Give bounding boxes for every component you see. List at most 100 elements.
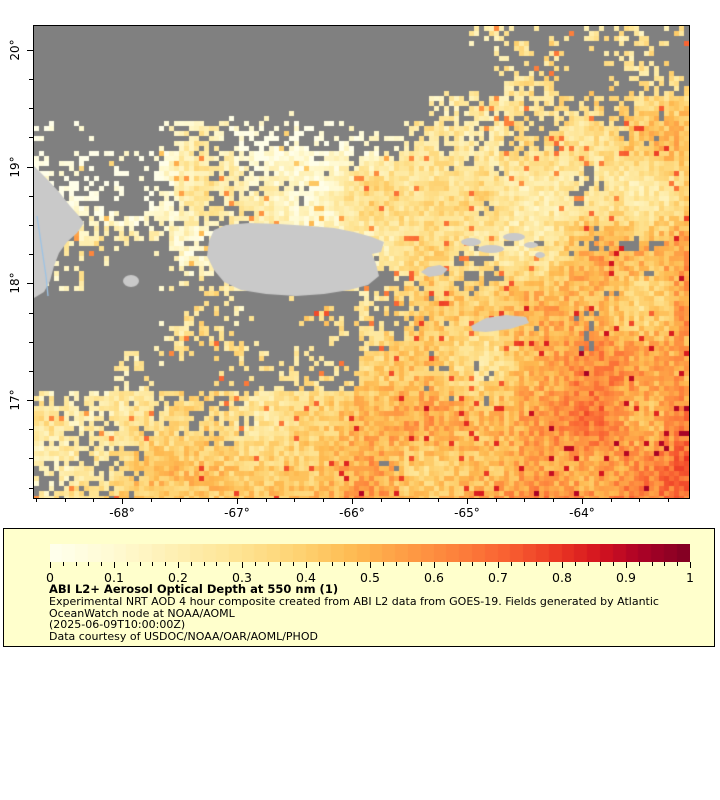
y-axis-tick — [29, 341, 33, 343]
colorbar-tick — [677, 562, 679, 566]
x-axis-tick — [35, 498, 37, 502]
colorbar-tick — [434, 562, 435, 568]
y-axis-tick — [29, 458, 33, 460]
colorbar-tick — [370, 562, 371, 568]
colorbar-tick — [190, 562, 192, 566]
colorbar-tick — [446, 562, 448, 566]
x-axis-tick — [323, 498, 325, 502]
y-axis-tick — [29, 429, 33, 431]
legend-panel: 0 0.1 0.2 0.3 0.4 0.5 0.6 0.7 0.8 0.9 1 ABI L2+ Ae… — [3, 528, 715, 647]
colorbar-tick — [459, 562, 461, 566]
colorbar-tick-label: 0.7 — [488, 570, 508, 585]
colorbar-tick — [574, 562, 576, 566]
colorbar-tick — [75, 562, 77, 566]
colorbar-tick-label: 0.9 — [616, 570, 636, 585]
colorbar-tick-label: 0 — [46, 570, 54, 585]
colorbar-tick — [664, 562, 666, 566]
colorbar-tick — [472, 562, 474, 566]
colorbar-tick — [408, 562, 410, 566]
colorbar-tick — [638, 562, 640, 566]
map-panel — [33, 25, 690, 499]
x-axis-tick — [236, 498, 238, 504]
colorbar-tick — [229, 562, 231, 566]
colorbar-tick — [88, 562, 90, 566]
colorbar-tick-label: 1 — [686, 570, 694, 585]
colorbar-tick — [690, 562, 691, 568]
colorbar-tick — [101, 562, 103, 566]
colorbar-tick — [216, 562, 218, 566]
colorbar-tick — [498, 562, 499, 568]
x-axis-tick-label: -64° — [569, 506, 595, 520]
y-axis-tick — [29, 225, 33, 226]
legend-line-1: Experimental NRT AOD 4 hour composite cr… — [49, 594, 659, 608]
colorbar-tick-label: 0.6 — [424, 570, 444, 585]
y-axis-tick — [27, 283, 33, 285]
y-axis-tick — [29, 312, 33, 314]
colorbar-tick-label: 0.2 — [168, 570, 188, 585]
y-axis-tick — [27, 400, 33, 402]
colorbar-tick — [626, 562, 627, 568]
colorbar-tick — [50, 562, 51, 568]
colorbar-tick — [421, 562, 423, 566]
legend-courtesy: Data courtesy of USDOC/NOAA/OAR/AOML/PHO… — [49, 630, 318, 644]
colorbar-tick — [114, 562, 115, 568]
legend-line-2: OceanWatch node at NOAA/AOML — [49, 606, 235, 620]
x-axis-tick — [93, 498, 95, 502]
colorbar-tick — [318, 562, 320, 566]
y-axis-tick-label: 17° — [8, 389, 22, 411]
y-axis-tick — [27, 166, 33, 168]
x-axis-tick — [294, 498, 296, 502]
y-axis-tick — [29, 137, 33, 139]
x-axis-tick — [265, 498, 267, 502]
legend-title: ABI L2+ Aerosol Optical Depth at 550 nm … — [49, 582, 339, 596]
x-axis-tick-label: -68° — [109, 506, 135, 520]
x-axis-tick — [495, 498, 497, 502]
colorbar-tick — [587, 562, 589, 566]
colorbar-tick — [293, 562, 295, 566]
colorbar-tick — [203, 562, 205, 566]
y-axis-tick — [27, 49, 33, 51]
x-axis-tick-label: -67° — [224, 506, 250, 520]
colorbar-tick — [242, 562, 243, 568]
colorbar-tick — [267, 562, 269, 566]
colorbar-tick-label: 0.1 — [104, 570, 124, 585]
colorbar-tick — [651, 562, 653, 566]
colorbar-tick — [344, 562, 346, 566]
x-axis-tick — [351, 498, 353, 504]
x-axis-tick — [179, 498, 181, 502]
x-axis-tick — [581, 498, 583, 504]
colorbar-tick — [254, 562, 256, 566]
x-axis-tick — [610, 498, 612, 502]
x-axis-tick — [639, 498, 641, 502]
x-axis-tick — [553, 498, 555, 502]
y-axis-tick — [29, 254, 33, 256]
x-axis-tick — [64, 498, 66, 502]
colorbar-tick — [600, 562, 602, 566]
x-axis-tick — [668, 498, 670, 502]
x-axis-tick — [380, 498, 382, 502]
colorbar-tick — [331, 562, 333, 566]
x-axis-tick — [409, 498, 411, 502]
colorbar-tick — [62, 562, 64, 566]
x-axis-tick — [122, 498, 123, 504]
colorbar-tick — [382, 562, 384, 566]
colorbar-tick — [523, 562, 525, 566]
colorbar-tick — [549, 562, 551, 566]
colorbar-tick-label: 0.3 — [232, 570, 252, 585]
y-axis-tick-label: 20° — [8, 39, 22, 61]
x-axis-tick — [150, 498, 152, 502]
colorbar-tick — [613, 562, 615, 566]
legend-timestamp: (2025-06-09T10:00:00Z) — [49, 618, 186, 632]
y-axis-tick-label: 19° — [8, 156, 22, 178]
colorbar-tick — [178, 562, 179, 568]
colorbar-tick — [306, 562, 307, 568]
colorbar-tick — [152, 562, 154, 566]
x-axis-tick — [466, 498, 468, 504]
y-axis-tick — [29, 370, 33, 372]
colorbar-tick — [165, 562, 167, 566]
colorbar-tick — [485, 562, 487, 566]
colorbar-tick — [280, 562, 282, 566]
x-axis-tick — [524, 498, 526, 502]
x-axis-tick — [438, 498, 440, 502]
y-axis-tick-label: 18° — [8, 272, 22, 294]
